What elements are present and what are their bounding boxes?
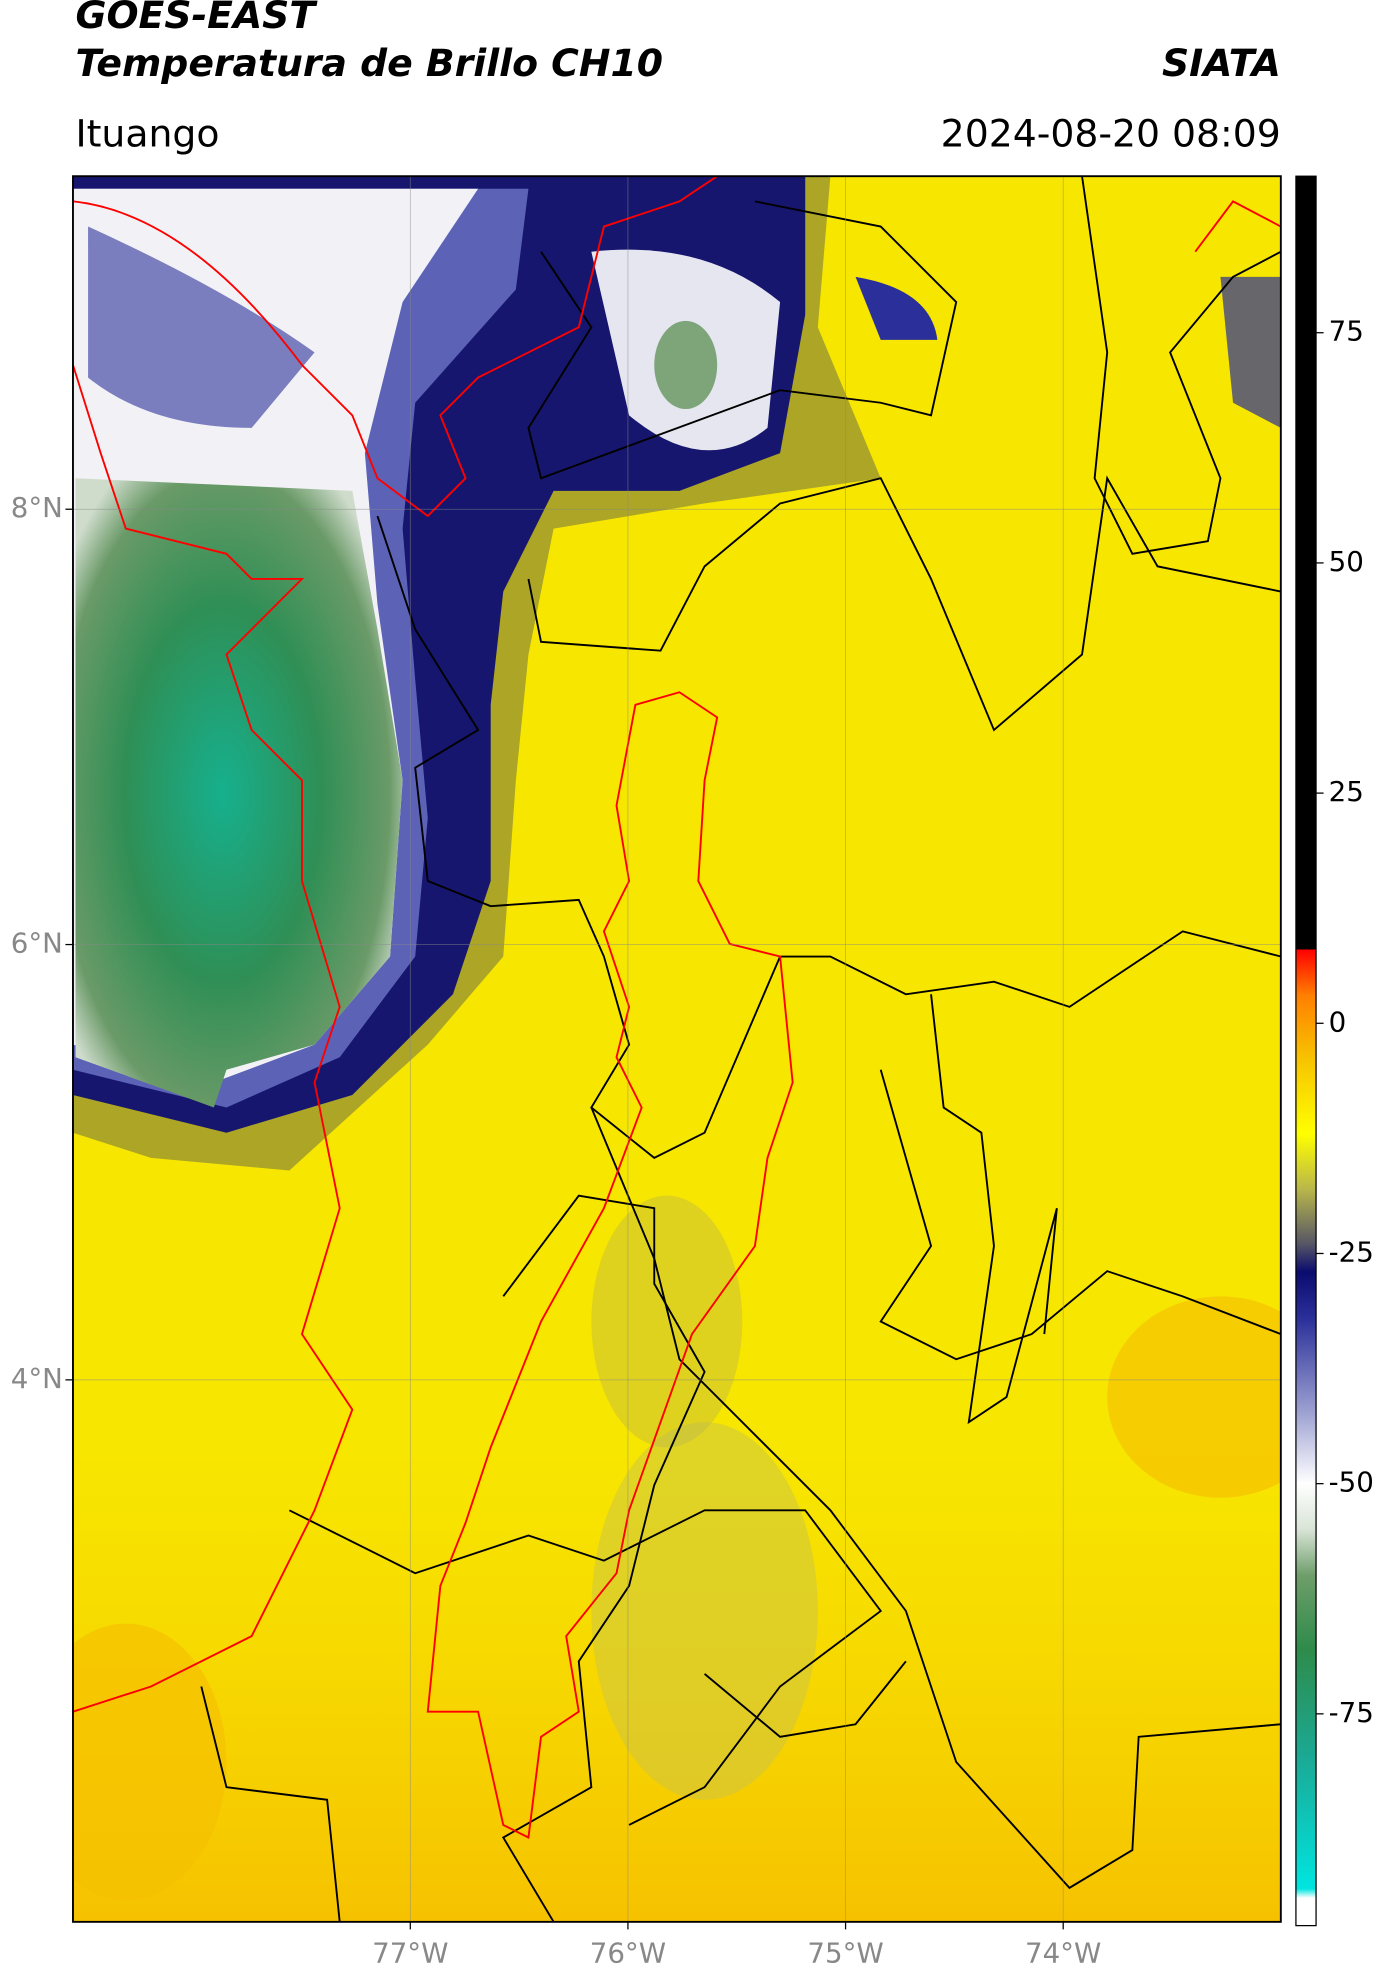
x-tick-label: 77°W [372, 1937, 448, 1970]
x-tick-label: 75°W [807, 1937, 883, 1970]
colorbar-tick-label: 75 [1329, 315, 1364, 348]
title: GOES-EAST [75, 0, 318, 37]
colorbar-tick-label: 0 [1329, 1005, 1347, 1038]
x-tick-label: 74°W [1025, 1937, 1101, 1970]
subtitle: Temperatura de Brillo CH10 [75, 41, 662, 85]
grid [72, 176, 1281, 1922]
x-tick-label: 76°W [590, 1937, 666, 1970]
colorbar-tick-label: -50 [1329, 1466, 1374, 1499]
location: Ituango [75, 111, 219, 155]
colorbar-tick-label: 25 [1329, 775, 1364, 808]
map-frame [72, 175, 1282, 1923]
colorbar-tick-label: -25 [1329, 1235, 1374, 1268]
colorbar-tick-label: 50 [1329, 545, 1364, 578]
colorbar [1295, 175, 1317, 1927]
y-tick-label: 6°N [11, 927, 63, 960]
map-image [72, 176, 1281, 1922]
colorbar-tick-label: -75 [1329, 1696, 1374, 1729]
source: SIATA [1162, 41, 1281, 85]
y-tick-label: 4°N [11, 1362, 63, 1395]
y-tick-label: 8°N [11, 491, 63, 524]
datetime: 2024-08-20 08:09 [941, 111, 1281, 155]
